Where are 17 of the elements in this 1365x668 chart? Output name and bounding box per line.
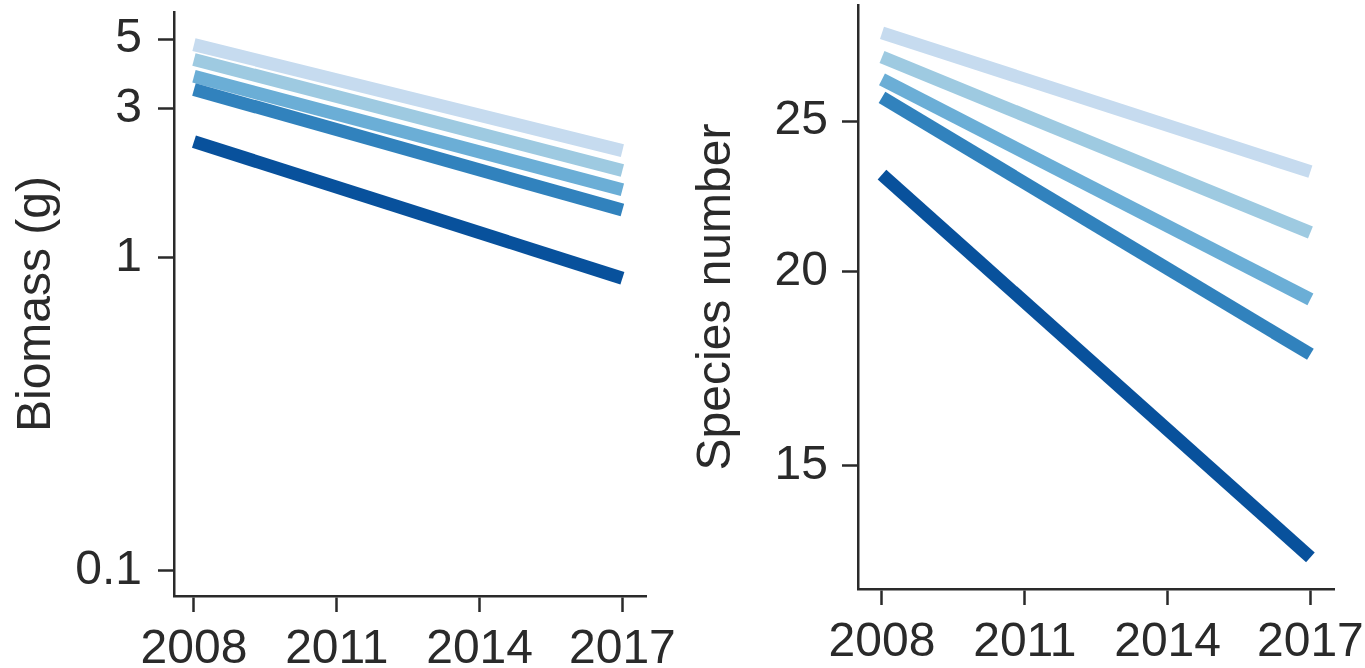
y-tick-label: 25 <box>774 91 828 145</box>
y-tick-label: 0.1 <box>75 540 142 594</box>
x-tick-label: 2008 <box>828 613 936 667</box>
y-tick-label: 20 <box>774 242 828 296</box>
y-tick-label: 15 <box>774 436 828 490</box>
x-tick-label: 2014 <box>426 620 533 668</box>
y-tick-label: 1 <box>115 227 142 281</box>
x-tick-label: 2008 <box>140 620 248 668</box>
x-tick-label: 2011 <box>285 620 389 668</box>
y-tick-label: 3 <box>115 78 142 132</box>
y-tick-label: 5 <box>115 9 142 63</box>
y-axis-title: Biomass (g) <box>7 175 61 433</box>
y-axis-title: Species number <box>687 123 741 471</box>
x-tick-label: 2017 <box>569 620 676 668</box>
x-tick-label: 2017 <box>1257 613 1364 667</box>
x-tick-label: 2011 <box>973 613 1077 667</box>
x-tick-label: 2014 <box>1114 613 1221 667</box>
